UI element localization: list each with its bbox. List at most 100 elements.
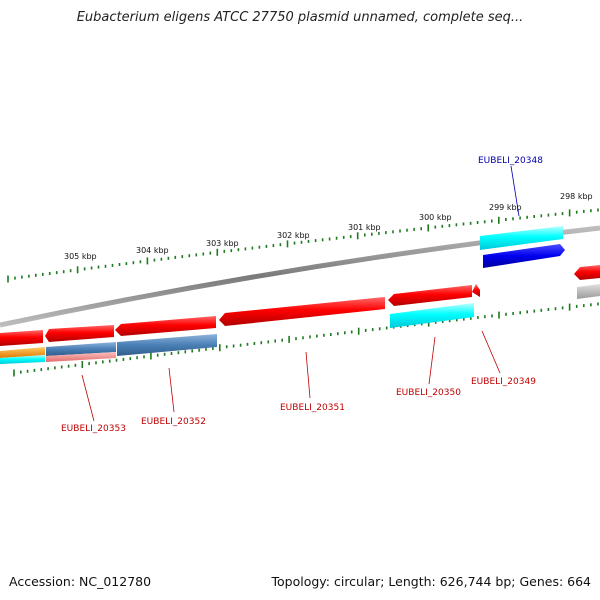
- tick-minor: [244, 247, 247, 251]
- tick-minor: [83, 267, 86, 271]
- tick-minor: [434, 320, 437, 324]
- tick-minor: [590, 303, 592, 307]
- gene-arrow-20350[interactable]: [388, 285, 472, 306]
- tick-minor: [47, 367, 49, 371]
- tick-minor: [188, 254, 191, 258]
- scale-label-303: 303 kbp: [206, 239, 239, 248]
- cds-steel-20353[interactable]: [46, 342, 116, 356]
- tick-minor: [477, 316, 479, 319]
- tick-major: [498, 216, 500, 224]
- tick-minor: [505, 312, 507, 316]
- tick-minor: [321, 238, 324, 242]
- cds-grey-right[interactable]: [577, 284, 600, 299]
- tick-minor: [67, 364, 70, 368]
- tick-minor: [337, 332, 339, 336]
- tick-minor: [392, 230, 394, 234]
- gene-label-20352[interactable]: EUBELI_20352: [141, 417, 206, 427]
- tick-minor: [413, 227, 415, 231]
- tick-minor: [491, 314, 493, 318]
- tick-minor: [132, 261, 135, 265]
- gene-label-20351[interactable]: EUBELI_20351: [280, 403, 345, 413]
- gene-label-20348[interactable]: EUBELI_20348: [478, 156, 543, 166]
- tick-minor: [42, 272, 44, 276]
- tick-minor: [344, 331, 346, 335]
- tick-minor: [253, 342, 256, 345]
- gene-arrow-20352[interactable]: [115, 316, 216, 336]
- tick-minor: [115, 358, 118, 362]
- tick-minor: [272, 244, 275, 248]
- tick-minor: [378, 327, 381, 331]
- tick-minor: [60, 365, 63, 369]
- tick-minor: [212, 347, 214, 350]
- tick-minor: [122, 357, 125, 361]
- tick-minor: [575, 210, 578, 214]
- tick-minor: [191, 349, 193, 353]
- tick-minor: [163, 352, 166, 356]
- gene-arrow-20351[interactable]: [219, 297, 385, 326]
- gene-arrow-20349[interactable]: [472, 284, 480, 297]
- tick-minor: [554, 307, 557, 311]
- tick-minor: [456, 318, 458, 322]
- tick-minor: [547, 213, 550, 217]
- gene-label-20353[interactable]: EUBELI_20353: [61, 424, 126, 434]
- leader-20351: [305, 351, 311, 399]
- cds-cyan-20350[interactable]: [390, 303, 474, 328]
- tick-minor: [230, 249, 233, 253]
- tick-minor: [590, 209, 592, 213]
- gene-label-20350[interactable]: EUBELI_20350: [396, 388, 461, 398]
- gene-arrow-20353[interactable]: [0, 330, 43, 346]
- scale-label-298: 298 kbp: [560, 192, 593, 201]
- tick-minor: [198, 348, 200, 352]
- tick-minor: [328, 237, 331, 241]
- cds-pink-20353[interactable]: [46, 352, 116, 362]
- tick-minor: [330, 333, 332, 336]
- tick-major: [13, 369, 15, 377]
- tick-minor: [202, 252, 205, 256]
- gene-label-20349[interactable]: EUBELI_20349: [471, 377, 536, 387]
- tick-minor: [62, 270, 65, 274]
- cds-blue-20348[interactable]: [483, 244, 565, 268]
- tick-minor: [239, 343, 242, 347]
- tick-minor: [20, 370, 22, 374]
- topology-summary: Topology: circular; Length: 626,744 bp; …: [271, 574, 592, 589]
- tick-minor: [364, 328, 367, 332]
- tick-minor: [420, 227, 422, 231]
- tick-minor: [434, 225, 437, 229]
- cds-orange-20353[interactable]: [0, 347, 45, 358]
- cds-cyan-20348[interactable]: [480, 226, 563, 250]
- accession-text: Accession: NC_012780: [9, 574, 152, 589]
- tick-major: [357, 327, 360, 335]
- gene-arrow-right-edge[interactable]: [574, 265, 600, 280]
- tick-minor: [48, 272, 51, 275]
- tick-minor: [342, 235, 345, 239]
- tick-minor: [441, 320, 444, 323]
- tick-major: [81, 361, 84, 368]
- tick-minor: [223, 249, 226, 253]
- tick-minor: [526, 215, 528, 219]
- tick-minor: [462, 222, 465, 226]
- tick-minor: [69, 269, 72, 273]
- tick-major: [568, 303, 571, 311]
- tick-major: [498, 311, 500, 319]
- cds-cyan-20353[interactable]: [0, 355, 45, 364]
- tick-minor: [251, 246, 254, 250]
- tick-minor: [335, 236, 338, 240]
- tick-minor: [88, 362, 90, 366]
- tick-minor: [512, 312, 514, 315]
- scale-label-304: 304 kbp: [136, 246, 169, 255]
- cds-steel-20352[interactable]: [117, 334, 217, 356]
- gene-arrow-20353-b[interactable]: [45, 325, 114, 342]
- tick-minor: [476, 221, 479, 224]
- tick-minor: [349, 235, 352, 239]
- tick-minor: [350, 330, 353, 334]
- tick-minor: [33, 368, 36, 372]
- tick-minor: [378, 231, 380, 235]
- tick-minor: [232, 344, 235, 348]
- tick-minor: [118, 263, 121, 266]
- tick-minor: [40, 368, 43, 372]
- tick-minor: [195, 253, 198, 257]
- tick-minor: [260, 341, 263, 345]
- tick-minor: [307, 239, 310, 243]
- tick-minor: [28, 274, 30, 278]
